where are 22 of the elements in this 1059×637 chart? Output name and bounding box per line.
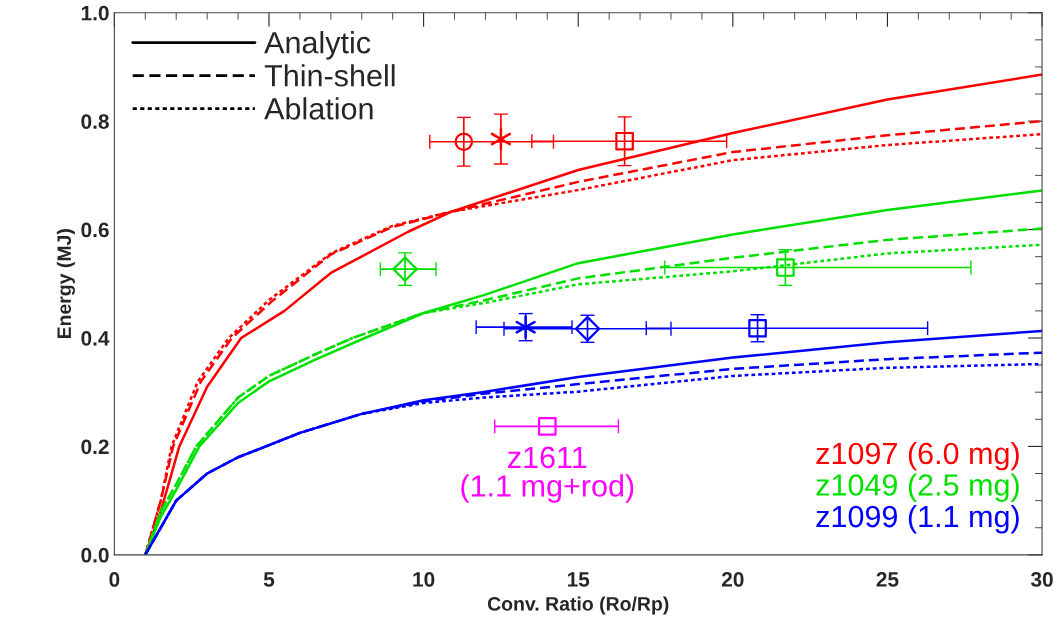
text: z1099 (1.1 mg) — [816, 504, 1019, 534]
y-tick-label: 0.2 — [81, 439, 109, 455]
y-tick-label: 0.6 — [81, 222, 109, 238]
annotation: Ablation — [264, 97, 373, 120]
x-tick-label: 10 — [413, 572, 435, 587]
annotation: Analytic — [264, 31, 371, 60]
text: z1049 (2.5 mg) — [816, 473, 1019, 502]
x-tick-label: 20 — [721, 572, 744, 587]
x-tick-label: 15 — [567, 572, 590, 587]
series-label: z1611 (1.1 mg+rod) — [461, 446, 634, 503]
y-tick-label: 0.0 — [81, 547, 109, 563]
x-axis-title: Conv. Ratio (Ro/Rp) — [487, 596, 669, 615]
x-tick-label: 5 — [263, 572, 275, 587]
y-tick-label: 0.4 — [81, 330, 110, 346]
y-tick-label: 1.0 — [81, 5, 109, 21]
x-tick-label: 0 — [109, 572, 120, 587]
y-tick-label: 0.8 — [81, 114, 109, 129]
x-tick-label: 25 — [876, 572, 899, 587]
annotation: Thin-shell — [264, 64, 395, 87]
text: z1097 (6.0 mg) — [816, 441, 1019, 471]
y-axis-title: Energy (MJ) — [56, 229, 75, 339]
x-tick-label: 30 — [1030, 572, 1053, 587]
